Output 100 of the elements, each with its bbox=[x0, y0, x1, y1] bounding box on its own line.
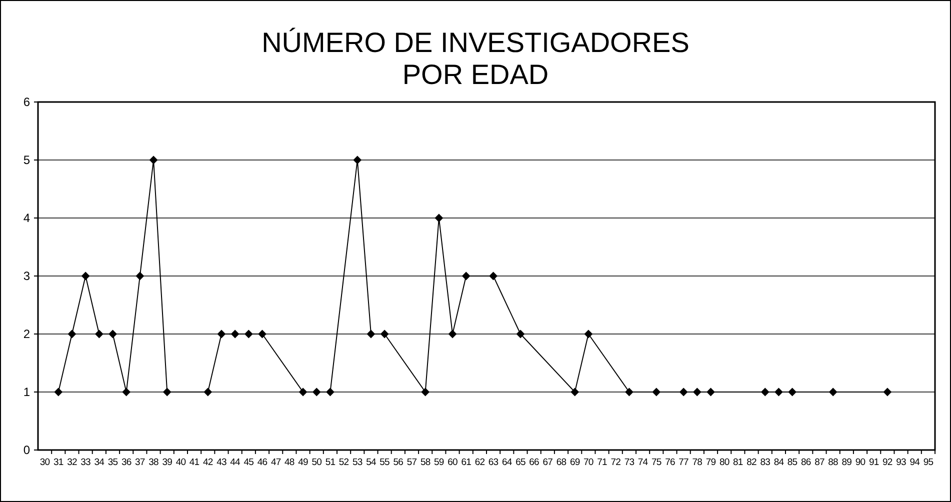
x-tick-label: 42 bbox=[202, 457, 213, 468]
point bbox=[298, 388, 308, 396]
point bbox=[68, 330, 76, 338]
x-tick-label: 59 bbox=[434, 457, 444, 468]
y-tick-label: 4 bbox=[23, 211, 30, 226]
x-tick-label: 70 bbox=[584, 457, 594, 468]
x-tick-label: 53 bbox=[352, 457, 362, 468]
point bbox=[217, 330, 226, 338]
point bbox=[54, 388, 63, 396]
x-tick-label: 88 bbox=[828, 457, 838, 468]
x-tick-label: 89 bbox=[842, 457, 852, 468]
x-tick-label: 54 bbox=[366, 457, 376, 468]
x-tick-label: 91 bbox=[868, 457, 879, 468]
x-tick-label: 81 bbox=[733, 457, 743, 468]
x-tick-label: 93 bbox=[896, 457, 906, 468]
x-tick-label: 77 bbox=[678, 457, 689, 468]
x-tick-label: 46 bbox=[257, 457, 268, 468]
x-tick-label: 47 bbox=[270, 457, 281, 468]
point bbox=[692, 388, 702, 396]
point bbox=[353, 156, 362, 164]
point bbox=[380, 330, 389, 338]
point bbox=[421, 388, 430, 396]
x-tick-label: 30 bbox=[40, 457, 50, 468]
x-tick-label: 34 bbox=[94, 457, 104, 468]
y-tick-label: 6 bbox=[23, 95, 30, 110]
x-tick-label: 43 bbox=[216, 457, 226, 468]
x-tick-label: 79 bbox=[706, 457, 716, 468]
x-tick-label: 67 bbox=[542, 457, 553, 468]
point bbox=[788, 388, 796, 396]
x-tick-label: 55 bbox=[380, 457, 390, 468]
x-tick-label: 50 bbox=[312, 457, 322, 468]
point bbox=[81, 272, 90, 280]
x-tick-label: 76 bbox=[665, 457, 675, 468]
y-tick-label: 0 bbox=[23, 443, 30, 458]
point bbox=[230, 330, 240, 338]
x-tick-label: 33 bbox=[80, 457, 91, 468]
x-tick-label: 32 bbox=[67, 457, 77, 468]
x-tick-label: 63 bbox=[488, 457, 498, 468]
x-tick-label: 87 bbox=[814, 457, 824, 468]
x-tick-label: 36 bbox=[121, 457, 132, 468]
point bbox=[679, 388, 688, 396]
x-tick-label: 41 bbox=[189, 457, 200, 468]
x-tick-label: 45 bbox=[244, 457, 254, 468]
y-tick-label: 1 bbox=[23, 385, 30, 400]
point bbox=[570, 388, 580, 396]
x-tick-label: 74 bbox=[638, 457, 648, 468]
point bbox=[625, 388, 634, 396]
point bbox=[828, 388, 838, 396]
x-tick-label: 78 bbox=[692, 457, 702, 468]
point bbox=[136, 272, 144, 280]
point bbox=[244, 330, 253, 338]
x-tick-label: 62 bbox=[474, 457, 485, 468]
point bbox=[584, 330, 593, 338]
y-tick-label: 2 bbox=[23, 327, 30, 342]
x-tick-label: 80 bbox=[719, 457, 730, 468]
x-tick-label: 94 bbox=[910, 457, 920, 468]
x-tick-label: 40 bbox=[176, 457, 186, 468]
x-tick-label: 85 bbox=[787, 457, 798, 468]
x-tick-label: 51 bbox=[325, 457, 336, 468]
point bbox=[706, 388, 715, 396]
x-tick-label: 86 bbox=[800, 457, 811, 468]
x-tick-label: 48 bbox=[284, 457, 294, 468]
x-tick-label: 39 bbox=[162, 457, 172, 468]
point bbox=[326, 388, 334, 396]
x-tick-label: 61 bbox=[461, 457, 472, 468]
point bbox=[258, 330, 266, 338]
point bbox=[122, 388, 131, 396]
x-tick-label: 66 bbox=[529, 457, 540, 468]
x-tick-label: 68 bbox=[556, 457, 566, 468]
x-tick-label: 82 bbox=[746, 457, 757, 468]
point bbox=[108, 330, 117, 338]
point bbox=[366, 330, 376, 338]
x-tick-label: 64 bbox=[502, 457, 512, 468]
x-tick-label: 84 bbox=[774, 457, 784, 468]
x-tick-label: 52 bbox=[338, 457, 349, 468]
x-tick-label: 60 bbox=[448, 457, 458, 468]
x-tick-label: 49 bbox=[298, 457, 308, 468]
point bbox=[434, 214, 444, 222]
x-tick-label: 38 bbox=[148, 457, 159, 468]
x-tick-label: 57 bbox=[406, 457, 417, 468]
point bbox=[489, 272, 498, 280]
x-tick-label: 69 bbox=[570, 457, 580, 468]
x-tick-label: 90 bbox=[855, 457, 866, 468]
x-tick-label: 65 bbox=[516, 457, 526, 468]
x-tick-label: 72 bbox=[610, 457, 621, 468]
point bbox=[652, 388, 661, 396]
x-tick-label: 58 bbox=[420, 457, 430, 468]
point bbox=[204, 388, 212, 396]
point bbox=[462, 272, 470, 280]
point bbox=[774, 388, 783, 396]
point bbox=[149, 156, 158, 164]
x-tick-label: 35 bbox=[108, 457, 118, 468]
point bbox=[883, 388, 892, 396]
x-tick-label: 71 bbox=[597, 457, 608, 468]
point bbox=[94, 330, 104, 338]
point bbox=[312, 388, 321, 396]
x-tick-label: 92 bbox=[882, 457, 892, 468]
point bbox=[516, 330, 525, 338]
y-tick-label: 5 bbox=[23, 153, 30, 168]
point bbox=[760, 388, 770, 396]
